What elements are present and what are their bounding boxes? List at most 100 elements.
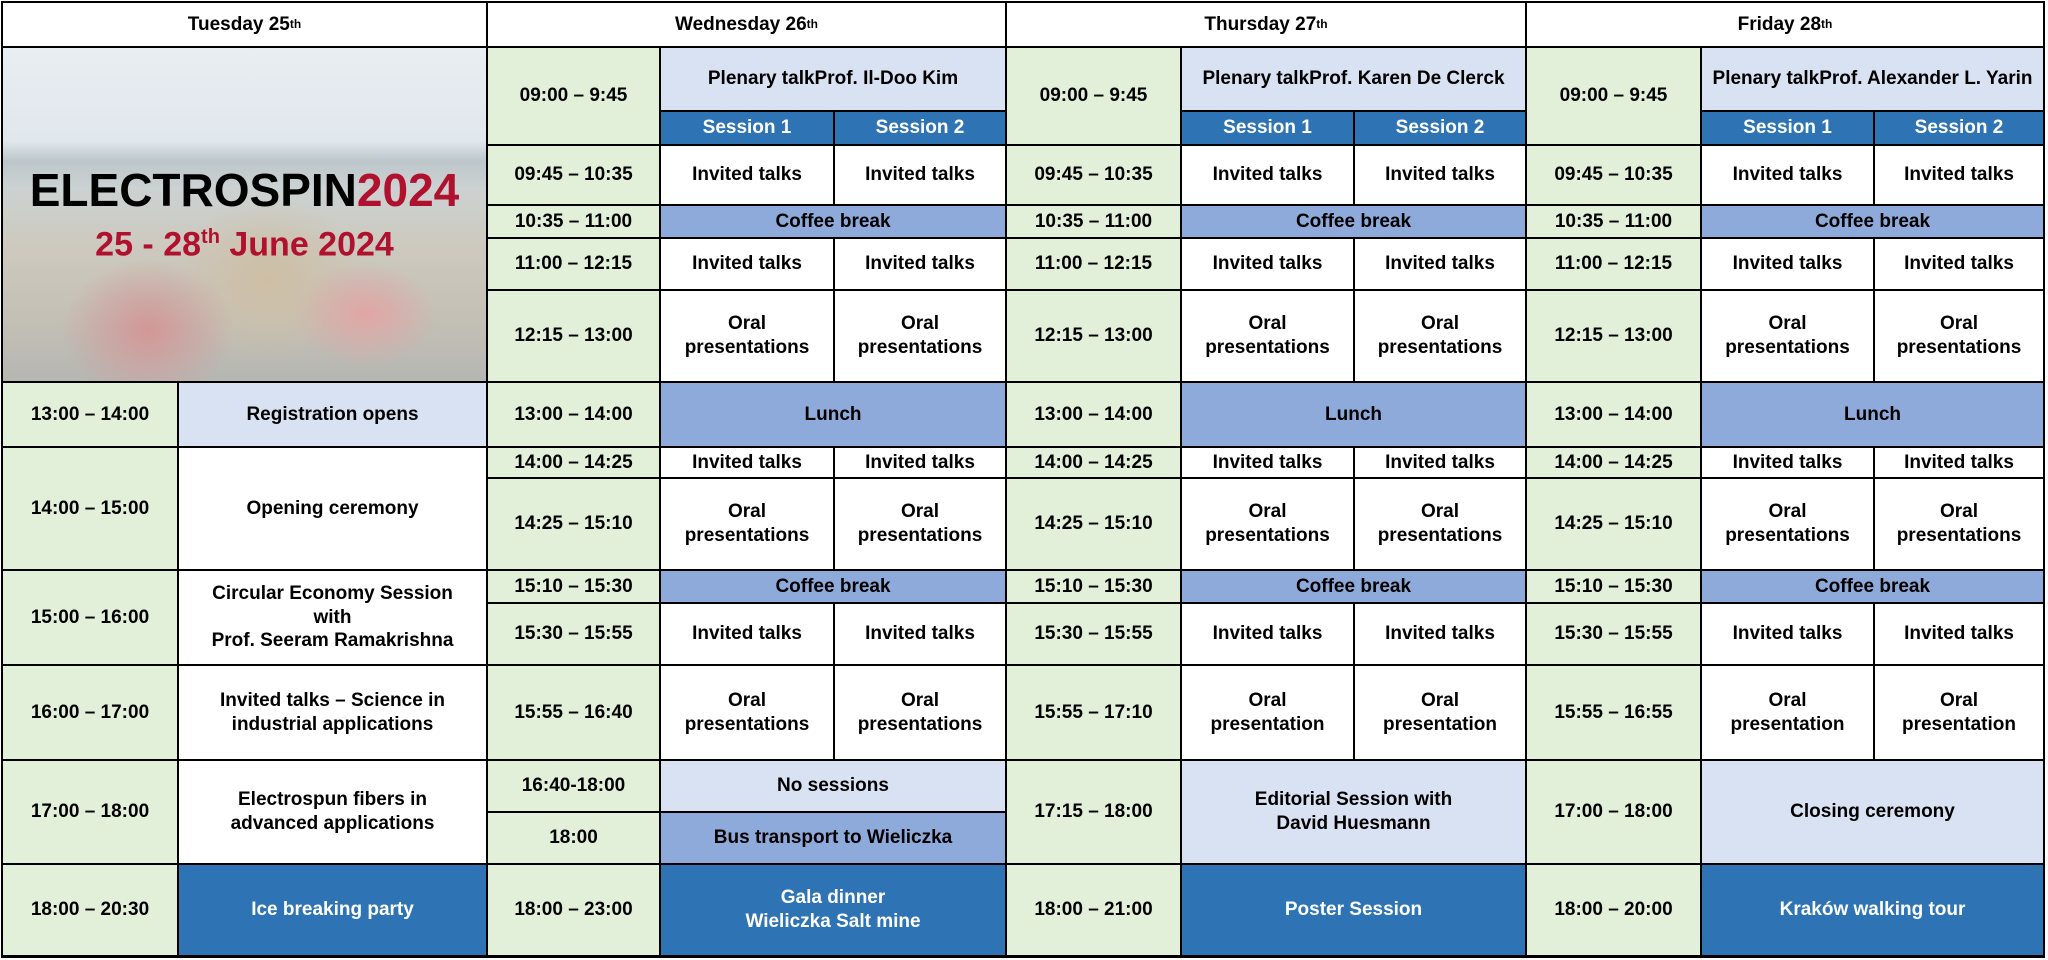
time-slot-text: 15:30 – 15:55: [514, 623, 633, 645]
time-slot: 12:15 – 13:00: [1527, 291, 1700, 381]
time-slot-text: 15:55 – 16:55: [1554, 701, 1673, 723]
session-2-event: Invited talks: [835, 448, 1005, 477]
time-slot-text: 15:55 – 17:10: [1034, 701, 1153, 723]
time-slot: 09:00 – 9:45: [1527, 48, 1700, 144]
time-slot-text: 12:15 – 13:00: [1034, 325, 1153, 347]
session-1-event-text: Invited talks: [692, 164, 802, 186]
plenary-talk: Plenary talk Prof. Il-Doo Kim: [661, 48, 1005, 110]
time-slot-text: 15:10 – 15:30: [1034, 575, 1153, 597]
session-1-event: Oral presentation: [1182, 666, 1353, 759]
session-2-header: Session 2: [835, 112, 1005, 144]
time-slot: 18:00 – 23:00: [488, 865, 659, 955]
banner-title-black: ELECTROSPIN: [29, 164, 357, 217]
schedule-event: Ice breaking party: [179, 865, 486, 955]
session-2-event-text: Invited talks: [1904, 451, 2014, 473]
time-slot-text: 15:10 – 15:30: [1554, 575, 1673, 597]
session-2-event-text: Oral presentations: [857, 313, 983, 358]
session-2-event-text: Invited talks: [865, 451, 975, 473]
session-1-event-text: Oral presentations: [684, 501, 810, 546]
time-slot-text: 14:00 – 14:25: [1034, 451, 1153, 473]
session-1-header-text: Session 1: [1223, 117, 1312, 139]
schedule-event-text: Lunch: [804, 403, 862, 425]
dates-start: 25 - 28: [95, 225, 202, 264]
session-2-event-text: Invited talks: [1904, 623, 2014, 645]
session-1-header-text: Session 1: [702, 117, 792, 139]
time-slot-text: 18:00 – 23:00: [514, 899, 633, 921]
session-2-event: Invited talks: [1355, 448, 1525, 477]
conference-banner: ELECTROSPIN2024 25 - 28th June 2024: [3, 48, 486, 381]
time-slot-text: 10:35 – 11:00: [1554, 210, 1673, 232]
banner-dates: 25 - 28th June 2024: [95, 227, 394, 261]
time-slot: 09:45 – 10:35: [1527, 146, 1700, 204]
schedule-event: Circular Economy Session with Prof. Seer…: [179, 571, 486, 664]
schedule-event-text: Coffee break: [775, 210, 891, 232]
schedule-event: Gala dinner Wieliczka Salt mine: [661, 865, 1005, 955]
time-slot-text: 09:45 – 10:35: [1554, 164, 1673, 186]
time-slot-text: 14:00 – 15:00: [30, 497, 150, 519]
schedule-event: Lunch: [1702, 383, 2043, 446]
schedule-event-text: No sessions: [777, 775, 889, 797]
session-1-event-text: Invited talks: [1732, 164, 1843, 186]
session-1-header-text: Session 1: [1743, 117, 1832, 139]
time-slot: 16:00 – 17:00: [3, 666, 177, 759]
time-slot: 17:00 – 18:00: [1527, 761, 1700, 863]
time-slot-text: 14:00 – 14:25: [514, 451, 633, 473]
session-1-event: Oral presentation: [1702, 666, 1873, 759]
time-slot-text: 15:55 – 16:40: [514, 701, 633, 723]
time-slot-text: 14:00 – 14:25: [1554, 451, 1673, 473]
time-slot-text: 16:40-18:00: [521, 775, 626, 797]
time-slot: 15:10 – 15:30: [488, 571, 659, 602]
session-2-event: Invited talks: [835, 146, 1005, 204]
session-1-event: Invited talks: [1702, 448, 1873, 477]
time-slot: 17:00 – 18:00: [3, 761, 177, 863]
dates-end: June 2024: [219, 225, 394, 264]
banner-title-year: 2024: [356, 164, 460, 217]
session-2-event-text: Oral presentations: [857, 501, 983, 546]
session-2-event: Oral presentations: [835, 291, 1005, 381]
day-label: Tuesday 25: [187, 13, 290, 35]
schedule-event-text: Lunch: [1325, 403, 1382, 425]
time-slot: 11:00 – 12:15: [488, 239, 659, 289]
session-1-event-text: Invited talks: [1732, 253, 1843, 275]
time-slot: 14:00 – 14:25: [1007, 448, 1180, 477]
time-slot-text: 12:15 – 13:00: [514, 325, 633, 347]
schedule-event: Coffee break: [1182, 571, 1525, 602]
schedule-event-text: Opening ceremony: [246, 497, 419, 519]
schedule-event: Editorial Session with David Huesmann: [1182, 761, 1525, 863]
time-slot: 09:00 – 9:45: [488, 48, 659, 144]
session-2-event-text: Invited talks: [1385, 164, 1495, 186]
time-slot-text: 14:25 – 15:10: [514, 513, 633, 535]
day-ordinal: th: [1821, 17, 1833, 31]
schedule-event-text: Electrospun fibers in advanced applicati…: [230, 789, 435, 834]
session-1-event-text: Oral presentations: [684, 689, 810, 735]
schedule-event-text: Bus transport to Wieliczka: [713, 827, 953, 849]
session-1-event: Invited talks: [661, 448, 833, 477]
time-slot-text: 17:00 – 18:00: [30, 801, 150, 823]
time-slot-text: 14:25 – 15:10: [1554, 513, 1673, 535]
time-slot: 09:45 – 10:35: [1007, 146, 1180, 204]
time-slot-text: 15:30 – 15:55: [1554, 623, 1673, 645]
time-slot: 14:00 – 14:25: [1527, 448, 1700, 477]
time-slot-text: 18:00 – 20:30: [30, 899, 150, 921]
time-slot: 15:10 – 15:30: [1007, 571, 1180, 602]
session-1-event: Invited talks: [661, 239, 833, 289]
session-2-event: Oral presentations: [1875, 479, 2043, 569]
session-2-header-text: Session 2: [1914, 117, 2004, 139]
session-1-event-text: Oral presentations: [1205, 313, 1330, 358]
session-1-event: Invited talks: [661, 604, 833, 664]
session-2-event: Invited talks: [1875, 146, 2043, 204]
session-1-event-text: Oral presentations: [1725, 313, 1850, 358]
session-2-event: Oral presentation: [1355, 666, 1525, 759]
time-slot: 15:30 – 15:55: [488, 604, 659, 664]
time-slot-text: 13:00 – 14:00: [1034, 403, 1153, 425]
session-1-event: Invited talks: [1702, 604, 1873, 664]
time-slot: 09:45 – 10:35: [488, 146, 659, 204]
time-slot-text: 11:00 – 12:15: [1554, 253, 1673, 275]
schedule-event-text: Ice breaking party: [251, 899, 414, 921]
schedule-event-text: Coffee break: [775, 575, 891, 597]
time-slot: 16:40-18:00: [488, 761, 659, 811]
time-slot: 17:15 – 18:00: [1007, 761, 1180, 863]
